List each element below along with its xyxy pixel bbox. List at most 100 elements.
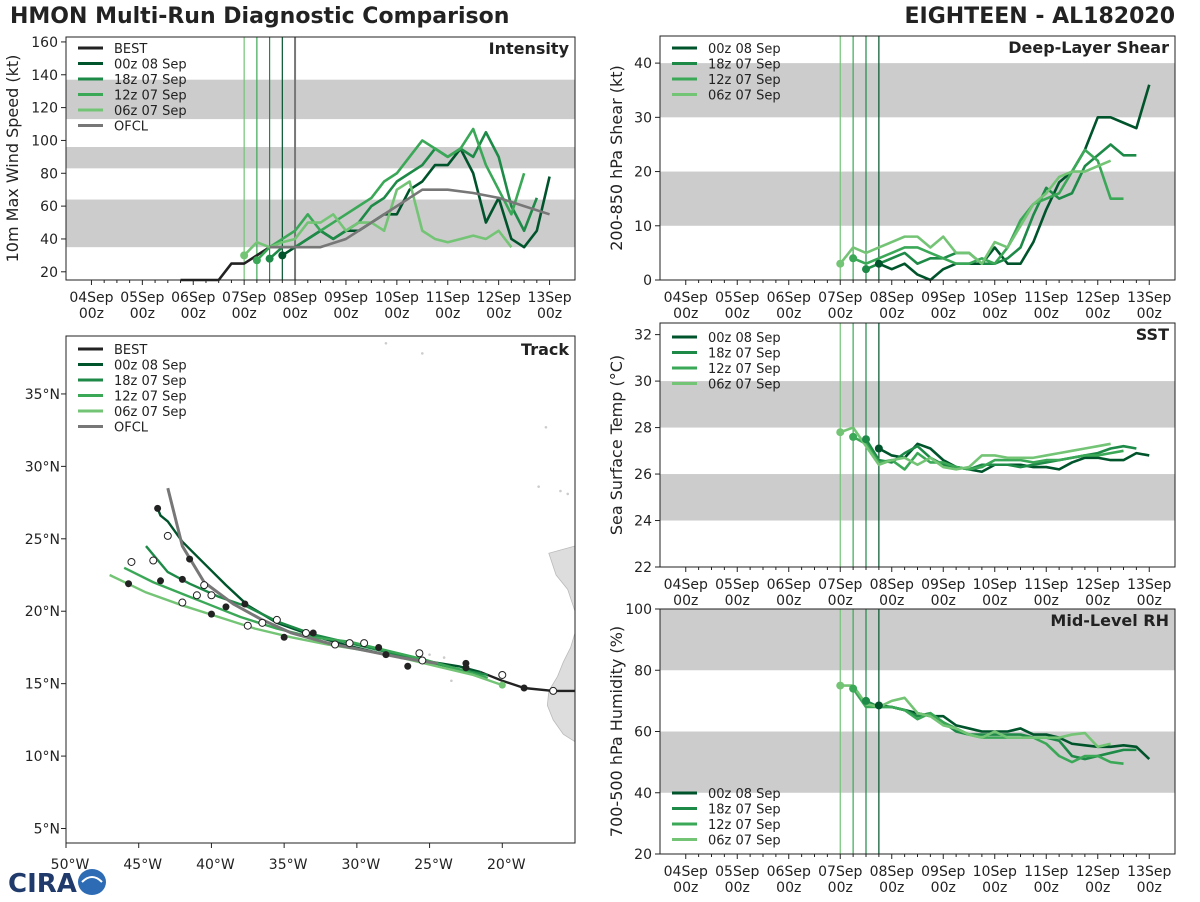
x-tick-label-date: 07Sep bbox=[818, 864, 862, 880]
track-position-marker bbox=[415, 649, 424, 658]
panel-title: Deep-Layer Shear bbox=[1008, 38, 1169, 57]
track-position-marker bbox=[498, 670, 507, 679]
x-tick-label-date: 09Sep bbox=[921, 864, 965, 880]
x-tick-label-hour: 00z bbox=[982, 593, 1007, 609]
x-tick-label-date: 12Sep bbox=[1076, 290, 1120, 306]
series-line bbox=[268, 130, 539, 260]
legend-label: 18z 07 Sep bbox=[708, 803, 781, 818]
x-tick-label-hour: 00z bbox=[931, 306, 956, 320]
track-line bbox=[166, 487, 438, 665]
shaded-band bbox=[660, 171, 1175, 226]
x-tick-label-date: 04Sep bbox=[664, 864, 708, 880]
x-tick-label-date: 12Sep bbox=[1076, 577, 1120, 593]
x-tick-label-hour: 00z bbox=[181, 306, 206, 322]
y-tick-label: 30 bbox=[634, 110, 652, 126]
x-tick-label-hour: 00z bbox=[931, 593, 956, 609]
x-tick-label-hour: 00z bbox=[879, 880, 904, 896]
x-tick-label-hour: 00z bbox=[1034, 306, 1059, 320]
coastline-land bbox=[548, 545, 576, 612]
x-tick-label-hour: 00z bbox=[725, 593, 750, 609]
island bbox=[421, 352, 424, 355]
x-tick-label-date: 08Sep bbox=[870, 290, 914, 306]
island bbox=[442, 656, 446, 659]
x-tick-label-hour: 00z bbox=[879, 306, 904, 320]
x-tick-label-date: 05Sep bbox=[715, 577, 759, 593]
track-position-marker bbox=[192, 591, 201, 600]
x-tick-label-date: 04Sep bbox=[664, 290, 708, 306]
legend-label: 12z 07 Sep bbox=[708, 73, 781, 88]
x-tick-label-date: 08Sep bbox=[870, 864, 914, 880]
track-position-marker bbox=[301, 628, 310, 637]
y-tick-label: 120 bbox=[31, 101, 58, 117]
legend-label: 06z 07 Sep bbox=[114, 405, 187, 420]
series-line bbox=[243, 180, 513, 257]
y-tick-label: 32 bbox=[634, 328, 652, 344]
track-position-marker bbox=[375, 643, 383, 651]
init-marker bbox=[862, 265, 870, 274]
track-position-marker bbox=[258, 618, 267, 627]
legend-label: OFCL bbox=[114, 120, 149, 135]
x-tick-label-date: 08Sep bbox=[273, 290, 317, 306]
legend-label: 12z 07 Sep bbox=[708, 362, 781, 377]
legend-label: 18z 07 Sep bbox=[114, 374, 187, 389]
x-tick-label-hour: 00z bbox=[1137, 306, 1162, 320]
x-tick-label-hour: 00z bbox=[982, 306, 1007, 320]
init-marker bbox=[862, 696, 870, 705]
x-tick-label-hour: 00z bbox=[725, 880, 750, 896]
init-marker bbox=[240, 251, 249, 260]
x-tick-label-hour: 00z bbox=[673, 593, 698, 609]
x-tick-label-hour: 00z bbox=[1034, 880, 1059, 896]
x-tick-label-hour: 00z bbox=[673, 306, 698, 320]
x-tick-label-hour: 00z bbox=[776, 593, 801, 609]
swirl-icon bbox=[81, 876, 103, 883]
y-tick-label: 26 bbox=[634, 467, 652, 483]
x-tick-label-hour: 00z bbox=[1085, 306, 1110, 320]
y-axis-label: 10m Max Wind Speed (kt) bbox=[3, 55, 22, 263]
panel-title: Mid-Level RH bbox=[1050, 611, 1169, 630]
track-position-marker bbox=[178, 598, 187, 607]
x-tick-label-date: 10Sep bbox=[973, 864, 1017, 880]
y-tick-label: 80 bbox=[40, 166, 58, 182]
x-tick-label-date: 06Sep bbox=[171, 290, 215, 306]
legend-label: 06z 07 Sep bbox=[708, 378, 781, 393]
map-frame bbox=[65, 335, 576, 844]
x-tick-label-date: 06Sep bbox=[767, 864, 811, 880]
y-tick-label: 60 bbox=[634, 725, 652, 741]
x-tick-label-date: 10Sep bbox=[973, 577, 1017, 593]
island bbox=[566, 492, 570, 496]
x-tick-label-hour: 00z bbox=[282, 306, 307, 322]
series-line bbox=[839, 426, 1111, 471]
track-position-marker bbox=[241, 600, 249, 608]
track-position-marker bbox=[207, 591, 216, 600]
series-line bbox=[839, 159, 1112, 266]
track-position-marker bbox=[331, 640, 340, 649]
x-tick-label-date: 06Sep bbox=[767, 577, 811, 593]
island bbox=[537, 485, 540, 488]
x-tick-label-date: 13Sep bbox=[1127, 290, 1171, 306]
x-tick-label-hour: 00z bbox=[130, 306, 155, 322]
x-tick-label-hour: 00z bbox=[828, 306, 853, 320]
x-tick-label-hour: 00z bbox=[1085, 880, 1110, 896]
init-marker bbox=[278, 251, 287, 260]
x-tick-label-date: 05Sep bbox=[120, 290, 164, 306]
x-tick-label-date: 11Sep bbox=[426, 290, 470, 306]
init-marker bbox=[836, 259, 845, 268]
track-position-marker bbox=[200, 581, 209, 590]
x-tick-label-date: 10Sep bbox=[375, 290, 419, 306]
y-tick-label: 10 bbox=[634, 219, 652, 235]
x-tick-label-hour: 00z bbox=[1137, 880, 1162, 896]
x-tick-label-date: 06Sep bbox=[767, 290, 811, 306]
init-marker bbox=[849, 254, 858, 263]
track-map: 5°N 10°N 15°N 20°N 25°N 30°N 35°N 50°W 45°W 40°W 3… bbox=[25, 335, 576, 873]
y-tick-label: 20 bbox=[634, 847, 652, 863]
x-tick-label-hour: 00z bbox=[828, 880, 853, 896]
legend-label: 06z 07 Sep bbox=[708, 89, 781, 104]
x-tick-label-date: 13Sep bbox=[1127, 577, 1171, 593]
lat-tick-label: 35°N bbox=[25, 387, 60, 403]
x-tick-label-hour: 00z bbox=[232, 306, 257, 322]
lon-tick-label: 25°W bbox=[414, 857, 453, 873]
x-tick-label-date: 11Sep bbox=[1024, 577, 1068, 593]
x-tick-label-date: 08Sep bbox=[870, 577, 914, 593]
globe-icon bbox=[78, 869, 106, 895]
series-line bbox=[878, 84, 1151, 282]
